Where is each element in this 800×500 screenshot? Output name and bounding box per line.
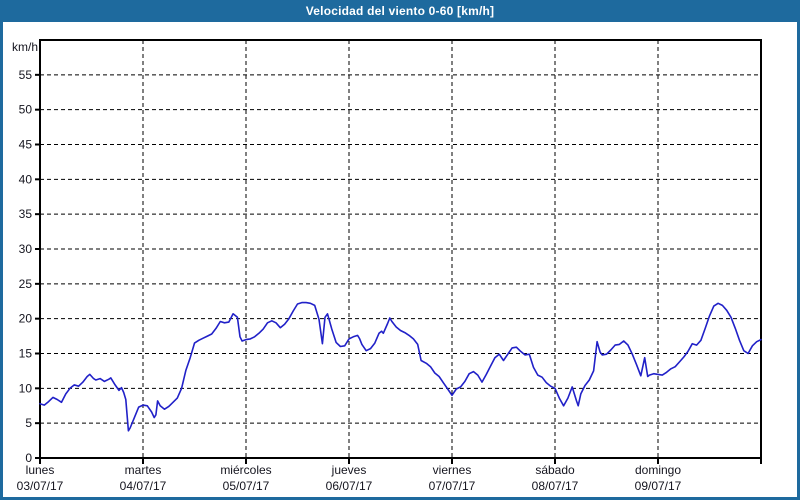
y-tick-label-15: 15 bbox=[19, 347, 33, 361]
y-tick-label-0: 0 bbox=[25, 451, 32, 465]
day-name-label-0: lunes bbox=[26, 463, 55, 477]
y-tick-label-45: 45 bbox=[19, 138, 33, 152]
day-name-label-1: martes bbox=[125, 463, 162, 477]
y-tick-label-5: 5 bbox=[25, 416, 32, 430]
wind-speed-line bbox=[39, 301, 762, 432]
y-tick-label-25: 25 bbox=[19, 277, 33, 291]
day-date-label-6: 09/07/17 bbox=[635, 479, 682, 493]
day-name-label-4: viernes bbox=[433, 463, 472, 477]
chart-title: Velocidad del viento 0-60 [km/h] bbox=[305, 4, 495, 18]
day-name-label-3: jueves bbox=[331, 463, 367, 477]
plot-border bbox=[39, 39, 762, 459]
y-tick-label-10: 10 bbox=[19, 381, 33, 395]
y-tick-label-40: 40 bbox=[19, 172, 33, 186]
day-date-label-4: 07/07/17 bbox=[429, 479, 476, 493]
y-tick-label-20: 20 bbox=[19, 312, 33, 326]
y-tick-label-55: 55 bbox=[19, 68, 33, 82]
day-name-label-5: sábado bbox=[535, 463, 575, 477]
day-date-label-3: 06/07/17 bbox=[326, 479, 373, 493]
y-tick-label-35: 35 bbox=[19, 207, 33, 221]
day-name-label-2: miércoles bbox=[220, 463, 271, 477]
chart-title-bar: Velocidad del viento 0-60 [km/h] bbox=[0, 0, 800, 22]
day-date-label-5: 08/07/17 bbox=[532, 479, 579, 493]
day-date-label-1: 04/07/17 bbox=[120, 479, 167, 493]
day-date-label-2: 05/07/17 bbox=[223, 479, 270, 493]
y-tick-label-30: 30 bbox=[19, 242, 33, 256]
day-name-label-6: domingo bbox=[635, 463, 681, 477]
day-date-label-0: 03/07/17 bbox=[17, 479, 64, 493]
y-tick-label-50: 50 bbox=[19, 103, 33, 117]
y-axis-unit-label: km/h bbox=[12, 40, 38, 54]
